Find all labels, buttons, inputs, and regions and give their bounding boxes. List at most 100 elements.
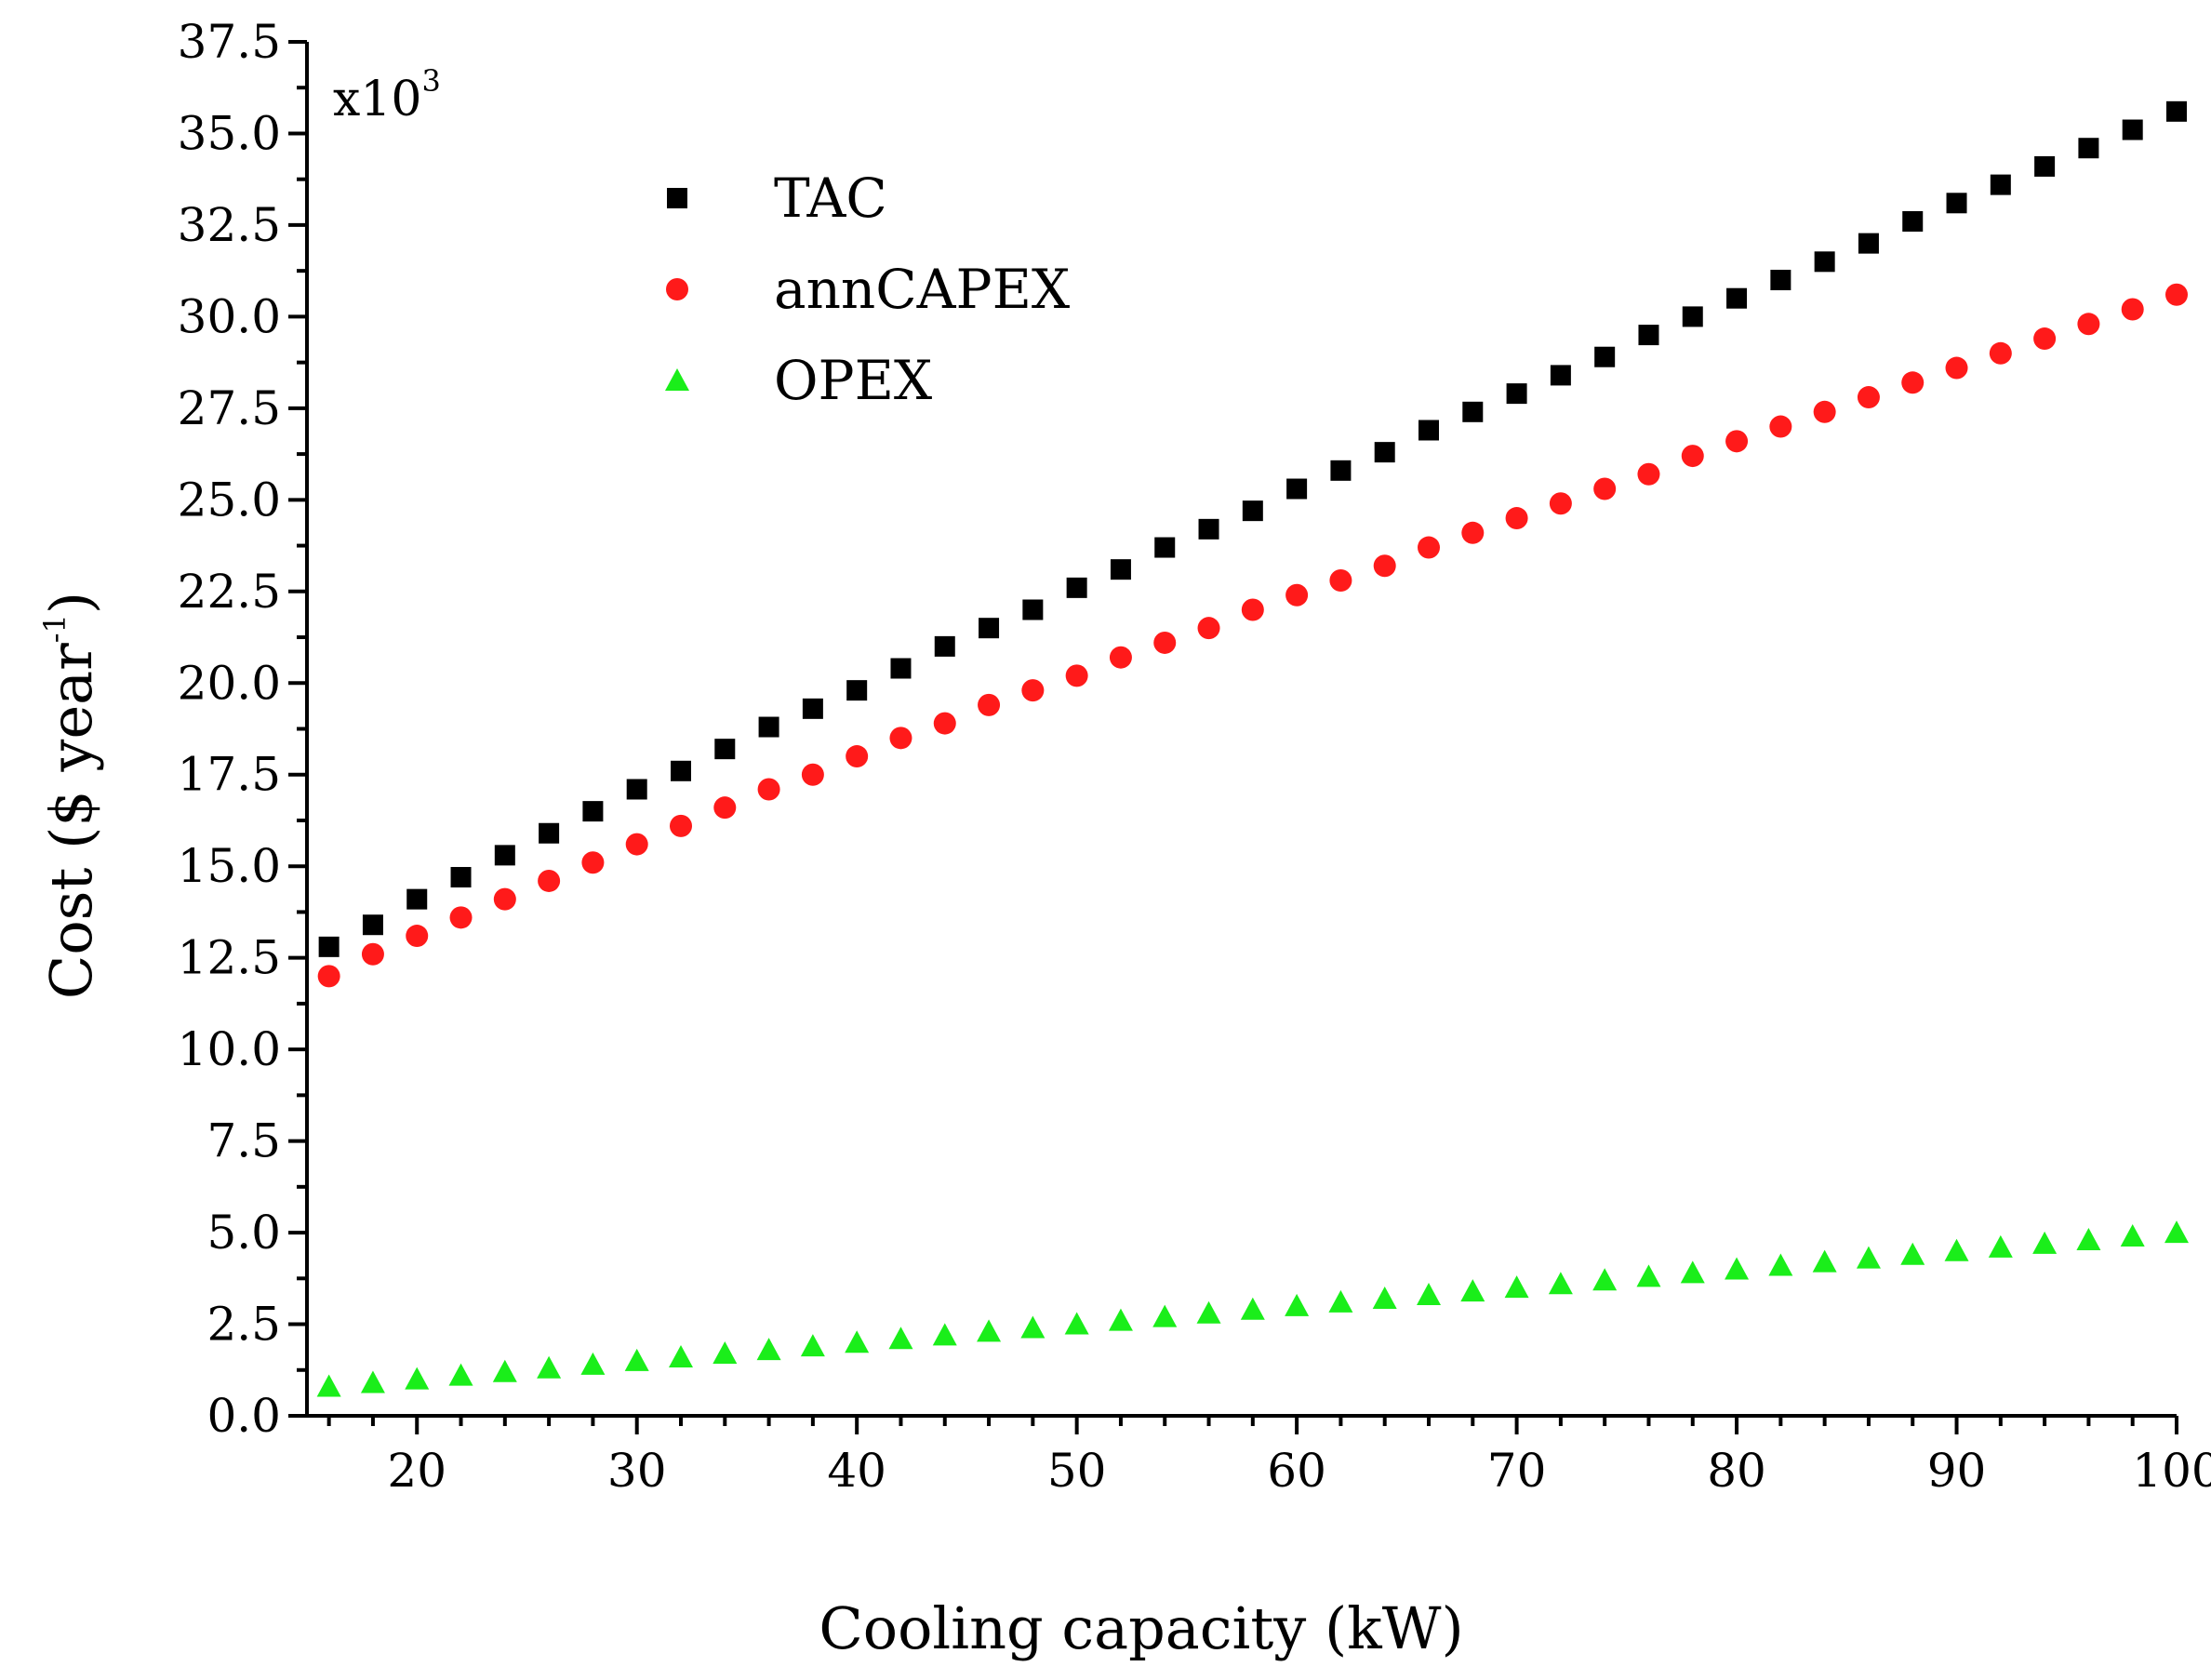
data-point-anncapex	[2165, 283, 2188, 306]
data-point-opex	[888, 1327, 913, 1350]
data-point-tac	[1066, 577, 1087, 598]
data-point-anncapex	[1065, 664, 1088, 687]
data-point-opex	[1812, 1249, 1837, 1273]
data-point-tac	[582, 801, 604, 822]
data-point-opex	[1285, 1293, 1310, 1316]
legend-label-opex: OPEX	[774, 349, 933, 412]
data-point-anncapex	[1505, 507, 1528, 530]
data-point-opex	[1372, 1286, 1397, 1309]
data-point-anncapex	[757, 778, 780, 801]
data-point-anncapex	[449, 906, 473, 929]
data-point-tac	[494, 845, 515, 866]
data-point-tac	[1902, 210, 1924, 232]
data-point-tac	[714, 739, 736, 760]
data-point-anncapex	[538, 869, 561, 892]
data-point-tac	[318, 936, 340, 957]
data-point-opex	[1152, 1304, 1178, 1327]
data-point-anncapex	[1945, 356, 1968, 380]
data-point-tac	[1638, 325, 1659, 346]
data-point-opex	[713, 1341, 738, 1365]
data-point-tac	[1990, 174, 2011, 195]
y-tick-label: 32.5	[178, 198, 281, 252]
y-tick-label: 12.5	[178, 931, 281, 985]
series-tac	[318, 100, 2187, 957]
data-point-opex	[1592, 1268, 1618, 1291]
data-point-opex	[1856, 1246, 1881, 1269]
data-point-opex	[2164, 1220, 2189, 1244]
data-point-tac	[1110, 559, 1131, 580]
data-point-tac	[1242, 500, 1263, 522]
data-point-opex	[1636, 1264, 1661, 1287]
legend: TAC annCAPEX OPEX	[665, 167, 1071, 412]
data-point-tac	[450, 867, 472, 888]
y-tick-label: 15.0	[178, 839, 281, 893]
data-point-tac	[2078, 138, 2099, 159]
data-point-opex	[1988, 1234, 2013, 1258]
legend-label-anncapex: annCAPEX	[774, 258, 1071, 321]
series-opex	[316, 1220, 2189, 1397]
y-tick-label: 7.5	[206, 1114, 281, 1168]
data-point-tac	[1770, 270, 1791, 291]
data-point-anncapex	[670, 814, 692, 837]
data-point-tac	[406, 888, 428, 910]
data-point-opex	[1240, 1297, 1265, 1320]
data-point-tac	[671, 760, 691, 781]
data-point-anncapex	[625, 833, 648, 856]
data-point-tac	[979, 618, 1000, 639]
data-point-opex	[977, 1319, 1002, 1342]
data-point-anncapex	[1725, 430, 1749, 453]
data-point-anncapex	[1549, 492, 1572, 515]
data-point-anncapex	[1285, 583, 1309, 607]
data-point-anncapex	[1901, 371, 1925, 394]
data-point-opex	[360, 1370, 385, 1393]
data-point-tac	[539, 822, 560, 844]
legend-marker-anncapex	[666, 278, 688, 300]
data-point-tac	[2122, 119, 2143, 140]
data-point-opex	[405, 1367, 430, 1390]
data-point-tac	[1550, 365, 1571, 386]
data-point-tac	[1198, 518, 1219, 540]
data-point-opex	[1680, 1260, 1705, 1284]
data-point-opex	[1900, 1242, 1925, 1265]
data-point-opex	[448, 1363, 473, 1386]
axes	[305, 42, 2177, 1418]
y-tick-label: 22.5	[178, 565, 281, 619]
data-point-tac	[2034, 155, 2056, 177]
data-point-anncapex	[1418, 536, 1440, 559]
data-point-opex	[2032, 1231, 2058, 1254]
data-point-tac	[758, 716, 779, 738]
y-tick-label: 10.0	[178, 1022, 281, 1076]
data-point-anncapex	[1109, 646, 1132, 669]
data-point-opex	[845, 1330, 870, 1353]
data-point-opex	[2120, 1224, 2145, 1247]
data-point-anncapex	[317, 965, 340, 988]
data-point-anncapex	[1373, 554, 1396, 578]
y-tick-label: 20.0	[178, 656, 281, 710]
data-point-anncapex	[1329, 568, 1352, 592]
data-point-anncapex	[1461, 521, 1485, 544]
y-tick-label: 5.0	[206, 1206, 281, 1260]
data-point-opex	[1417, 1283, 1441, 1306]
data-point-opex	[1548, 1272, 1573, 1295]
data-point-opex	[2076, 1227, 2101, 1250]
data-point-anncapex	[361, 942, 384, 966]
data-point-anncapex	[406, 925, 429, 948]
data-point-opex	[1944, 1238, 1969, 1261]
legend-marker-opex	[665, 368, 689, 391]
data-point-tac	[846, 680, 868, 701]
y-ticks: 0.0 2.5 5.0 7.5 10.0 12.5 15.0 17.5 20.0 22.5 25.0…	[178, 15, 307, 1443]
data-point-anncapex	[2077, 313, 2100, 336]
x-tick-label: 100	[2132, 1444, 2211, 1498]
data-point-tac	[1462, 401, 1484, 422]
data-point-anncapex	[978, 693, 1001, 716]
data-point-anncapex	[1769, 415, 1792, 438]
y-tick-label: 2.5	[206, 1298, 281, 1352]
data-point-anncapex	[581, 851, 605, 874]
y-multiplier: x103	[333, 63, 441, 127]
series-layer	[316, 100, 2189, 1397]
data-point-anncapex	[801, 763, 824, 786]
data-point-opex	[1108, 1308, 1133, 1331]
data-point-opex	[669, 1344, 693, 1367]
data-point-anncapex	[1021, 679, 1045, 702]
